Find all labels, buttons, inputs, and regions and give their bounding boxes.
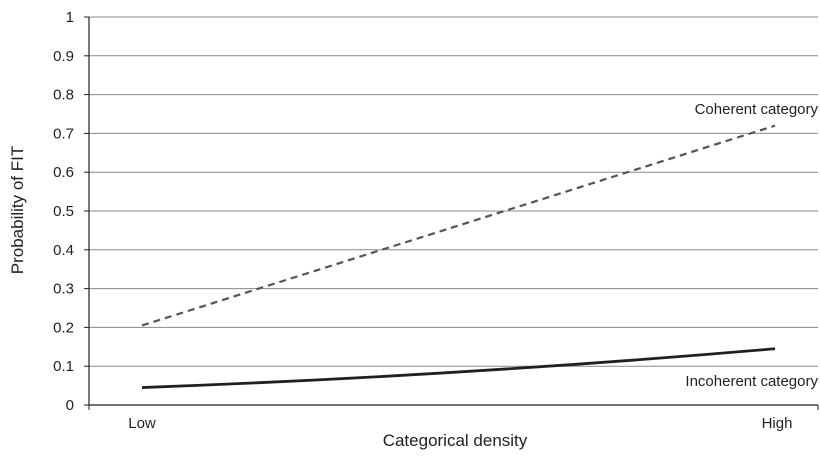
- y-axis-title: Probability of FIT: [8, 146, 27, 275]
- y-tick-label: 0: [66, 397, 74, 414]
- incoherent-category-line: [141, 347, 776, 389]
- coherent-category-line: [141, 124, 776, 327]
- y-tick-label: 1: [66, 9, 74, 26]
- y-axis-ticks: 0 0.1 0.2 0.3 0.4 0.5 0.6 0.7 0.8 0.9 1: [53, 9, 89, 414]
- x-axis-title: Categorical density: [383, 431, 528, 450]
- x-category-label: Low: [128, 415, 156, 432]
- y-tick-label: 0.1: [53, 358, 74, 375]
- coherent-category-label: Coherent category: [695, 101, 819, 118]
- y-tick-label: 0.7: [53, 125, 74, 142]
- y-tick-label: 0.8: [53, 87, 74, 104]
- gridlines: [89, 16, 818, 367]
- y-tick-label: 0.4: [53, 242, 74, 259]
- y-tick-label: 0.2: [53, 319, 74, 336]
- x-axis-ticks: Low High: [88, 405, 819, 432]
- y-tick-label: 0.6: [53, 164, 74, 181]
- x-category-label: High: [762, 415, 793, 432]
- y-tick-label: 0.3: [53, 281, 74, 298]
- incoherent-category-label: Incoherent category: [685, 373, 818, 390]
- y-tick-label: 0.5: [53, 203, 74, 220]
- series-lines: [141, 124, 776, 389]
- y-tick-label: 0.9: [53, 48, 74, 65]
